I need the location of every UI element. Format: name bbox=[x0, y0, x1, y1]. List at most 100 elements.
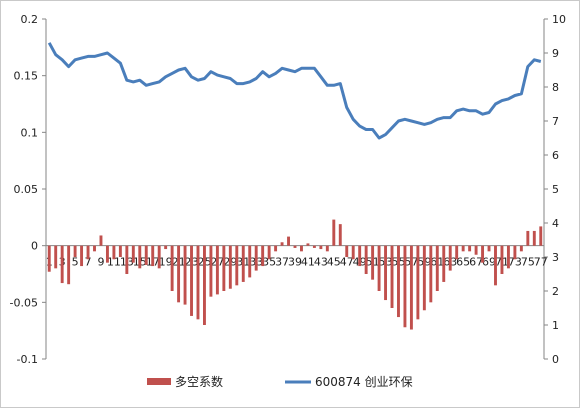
bar-mark bbox=[300, 245, 303, 252]
bar-mark bbox=[254, 245, 258, 271]
bar-mark bbox=[287, 236, 290, 246]
bar-mark bbox=[422, 245, 426, 311]
left-y-tick-label: 0 bbox=[31, 240, 38, 253]
bar-mark bbox=[228, 245, 232, 289]
bar-mark bbox=[448, 245, 452, 271]
x-tick-label: 73 bbox=[508, 256, 522, 269]
bar-mark bbox=[47, 245, 51, 272]
bar-mark bbox=[332, 219, 336, 246]
bar-mark bbox=[151, 245, 155, 267]
left-y-tick-label: 0.1 bbox=[21, 126, 39, 139]
bar-mark bbox=[215, 245, 219, 295]
bar-mark bbox=[164, 245, 168, 250]
bar-mark bbox=[209, 245, 213, 297]
right-y-tick-label: 9 bbox=[552, 47, 559, 60]
bar-mark bbox=[481, 245, 485, 263]
bar-mark bbox=[442, 245, 446, 282]
bar-mark bbox=[506, 245, 510, 269]
bar-mark bbox=[500, 245, 504, 274]
x-tick-label: 5 bbox=[72, 256, 79, 269]
x-axis-tick-labels: 1357911131517192123252729313335373941434… bbox=[46, 256, 548, 269]
bar-mark bbox=[248, 245, 252, 278]
legend-bar-swatch bbox=[147, 378, 171, 385]
bar-mark bbox=[235, 245, 239, 286]
right-y-tick-label: 1 bbox=[552, 319, 559, 332]
x-tick-label: 69 bbox=[482, 256, 496, 269]
bar-mark bbox=[403, 245, 407, 328]
x-tick-label: 7 bbox=[85, 256, 92, 269]
bar-mark bbox=[312, 245, 316, 248]
line-series-path bbox=[47, 42, 542, 140]
right-y-tick-label: 3 bbox=[552, 251, 559, 264]
bar-mark bbox=[455, 245, 459, 260]
bar-mark bbox=[177, 245, 181, 303]
bar-mark bbox=[112, 245, 116, 260]
bar-mark bbox=[105, 245, 109, 263]
bar-mark bbox=[338, 224, 342, 246]
left-y-tick-label: -0.1 bbox=[17, 353, 38, 366]
bar-mark bbox=[170, 245, 174, 291]
bar-mark bbox=[371, 245, 375, 280]
x-tick-label: 35 bbox=[262, 256, 276, 269]
bar-mark bbox=[461, 245, 465, 252]
x-tick-label: 45 bbox=[327, 256, 341, 269]
bar-mark bbox=[474, 245, 478, 255]
bar-mark bbox=[241, 245, 245, 282]
bar-mark bbox=[118, 245, 122, 257]
bar-mark bbox=[157, 245, 161, 269]
bar-mark bbox=[60, 245, 64, 284]
right-y-tick-label: 10 bbox=[552, 13, 566, 26]
line-series-stock bbox=[47, 42, 542, 140]
bar-series-long-short bbox=[47, 219, 543, 330]
right-y-tick-label: 2 bbox=[552, 285, 559, 298]
left-y-tick-label: 0.05 bbox=[14, 183, 39, 196]
bar-mark bbox=[280, 242, 284, 246]
x-tick-label: 41 bbox=[301, 256, 315, 269]
right-y-tick-label: 5 bbox=[552, 183, 559, 196]
left-y-tick-label: 0.2 bbox=[21, 13, 39, 26]
bar-mark bbox=[80, 245, 84, 267]
x-tick-label: 39 bbox=[288, 256, 302, 269]
bar-mark bbox=[429, 245, 433, 303]
bar-mark bbox=[358, 245, 362, 267]
left-y-axis-ticks: -0.1 -0.05 0 0.05 0.1 0.15 0.2 bbox=[10, 13, 46, 366]
bar-mark bbox=[319, 245, 323, 250]
bar-mark bbox=[190, 245, 193, 316]
bar-mark bbox=[183, 245, 187, 305]
bar-mark bbox=[416, 245, 420, 320]
bar-mark bbox=[435, 245, 439, 291]
x-tick-label: 47 bbox=[340, 256, 354, 269]
bar-mark bbox=[67, 245, 71, 285]
x-tick-label: 37 bbox=[275, 256, 289, 269]
bar-mark bbox=[222, 245, 226, 291]
bar-mark bbox=[93, 245, 96, 252]
bar-mark bbox=[73, 245, 77, 257]
bar-mark bbox=[293, 245, 297, 248]
right-y-axis-ticks: 0 1 2 3 4 5 6 7 8 9 10 bbox=[544, 13, 566, 366]
right-y-tick-label: 0 bbox=[552, 353, 559, 366]
bar-mark bbox=[494, 245, 497, 286]
bar-mark bbox=[377, 245, 381, 291]
bar-mark bbox=[267, 245, 271, 260]
bar-mark bbox=[86, 245, 90, 260]
bar-mark bbox=[274, 245, 278, 252]
bar-mark bbox=[325, 245, 329, 252]
bar-mark bbox=[131, 245, 135, 263]
right-y-tick-label: 4 bbox=[552, 217, 559, 230]
bar-mark bbox=[384, 245, 388, 301]
bar-mark bbox=[397, 245, 400, 318]
bar-mark bbox=[144, 245, 148, 265]
left-y-tick-label: 0.15 bbox=[14, 70, 39, 83]
x-tick-label: 11 bbox=[107, 256, 121, 269]
legend: 多空系数 600874 创业环保 bbox=[147, 374, 413, 389]
bar-mark bbox=[390, 245, 394, 308]
bar-mark bbox=[526, 230, 530, 246]
bar-mark bbox=[138, 245, 142, 269]
bar-mark bbox=[532, 230, 536, 246]
left-y-tick-label: -0.05 bbox=[10, 296, 38, 309]
x-tick-label: 67 bbox=[469, 256, 483, 269]
bar-mark bbox=[519, 245, 523, 252]
bar-mark bbox=[539, 226, 543, 246]
